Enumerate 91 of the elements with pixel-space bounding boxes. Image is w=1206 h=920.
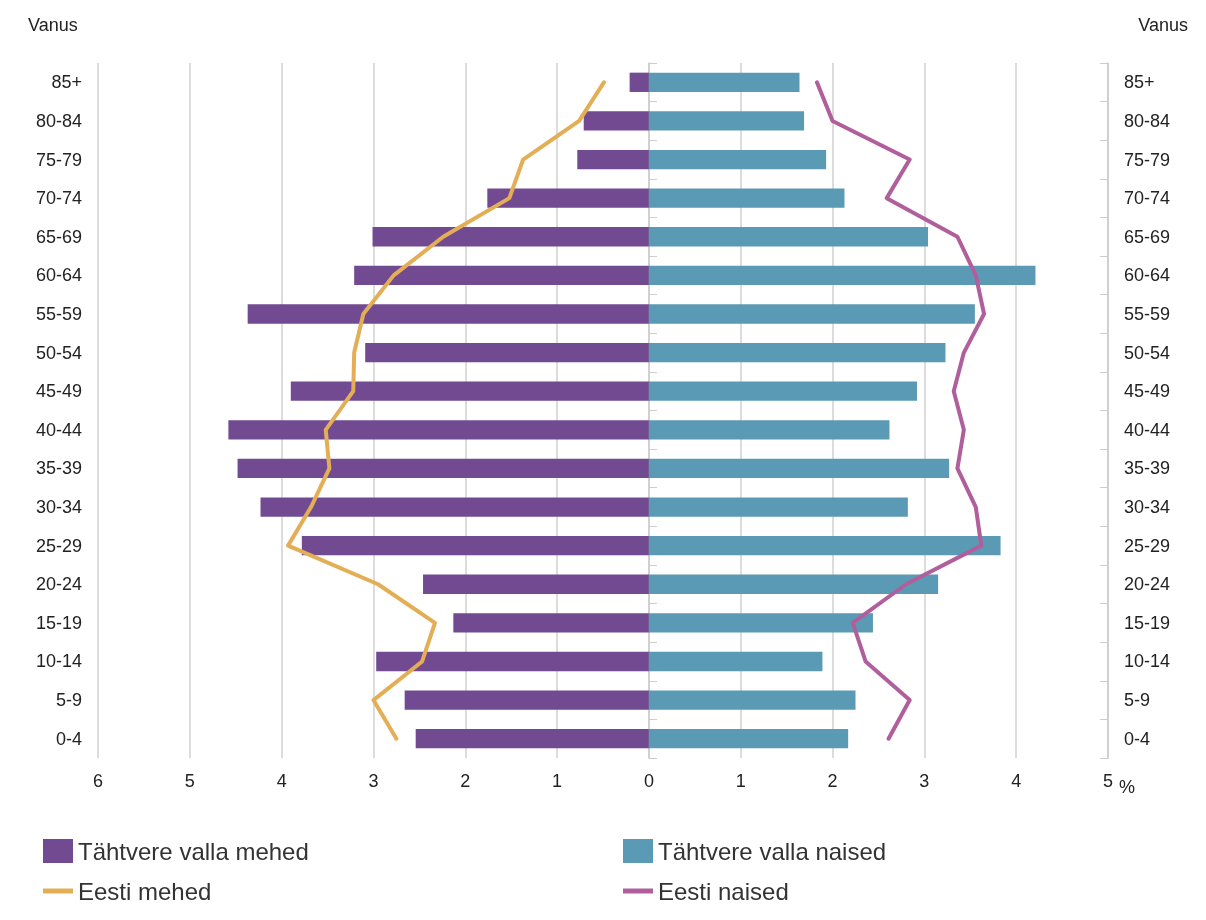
- bar: [415, 729, 649, 749]
- y-tick-label: 25-29: [1124, 535, 1171, 556]
- legend-label: Eesti naised: [658, 877, 789, 905]
- category-label: 30-34: [35, 497, 82, 518]
- bar: [648, 188, 845, 208]
- bar: [648, 420, 890, 440]
- category-label: 40-44: [35, 419, 82, 440]
- y-tick-label: 80-84: [1124, 110, 1171, 131]
- y-tick-label: 0-4: [1124, 728, 1151, 749]
- legend-label: Tähtvere valla naised: [658, 837, 887, 865]
- y-tick-label: 20-24: [1124, 574, 1171, 595]
- x-tick-label: 2: [460, 771, 471, 791]
- bar: [648, 458, 950, 479]
- x-tick-label: 6: [92, 771, 104, 791]
- y-tick-label: 10-14: [1124, 651, 1171, 672]
- category-label: 50-54: [35, 342, 82, 363]
- x-tick-label: 0: [643, 771, 654, 791]
- bar: [648, 342, 946, 363]
- bar: [354, 265, 649, 286]
- bar: [648, 72, 800, 92]
- y-tick-label: 30-34: [1124, 497, 1171, 518]
- x-tick-label: 1: [735, 771, 746, 791]
- category-label: 75-79: [35, 149, 82, 170]
- y-tick-label: 60-64: [1124, 265, 1171, 286]
- bar: [629, 72, 649, 92]
- y-tick-label: 45-49: [1124, 381, 1171, 402]
- y-tick-label: 50-54: [1124, 342, 1171, 363]
- y-tick-label: 15-19: [1124, 612, 1171, 633]
- category-label: 5-9: [55, 690, 82, 711]
- y-axis-title: Vanus: [28, 15, 78, 35]
- bar: [228, 420, 649, 440]
- bar: [372, 227, 649, 247]
- y-tick-label: 70-74: [1124, 188, 1171, 209]
- x-axis-title: %: [1118, 777, 1135, 797]
- y-tick-label: 75-79: [1124, 149, 1171, 170]
- bar: [648, 613, 873, 633]
- bar: [648, 497, 908, 517]
- category-label: 55-59: [35, 303, 82, 324]
- bar: [648, 265, 1036, 286]
- legend-label: Tähtvere valla mehed: [78, 837, 309, 865]
- bar: [260, 497, 649, 517]
- bar: [648, 729, 849, 749]
- bar: [423, 574, 649, 594]
- bar: [577, 149, 649, 170]
- bar: [404, 690, 649, 710]
- y-tick-label: 40-44: [1124, 419, 1171, 440]
- bar: [648, 304, 975, 324]
- category-label: 10-14: [35, 651, 82, 672]
- bar: [247, 304, 649, 324]
- bar: [583, 111, 649, 131]
- x-tick-label: 2: [827, 771, 838, 791]
- category-label: 0-4: [55, 728, 82, 749]
- x-tick-label: 1: [552, 771, 563, 791]
- bar: [237, 458, 649, 479]
- bar: [648, 149, 827, 170]
- bar: [648, 535, 1001, 556]
- y2-axis-title: Vanus: [1138, 15, 1188, 35]
- bar: [290, 381, 649, 401]
- x-tick-label: 3: [368, 771, 379, 791]
- bar: [648, 690, 856, 710]
- bar: [376, 651, 649, 672]
- x-tick-label: 4: [1011, 771, 1022, 791]
- bar: [453, 613, 649, 633]
- y-tick-label: 85+: [1124, 72, 1155, 93]
- y-tick-label: 55-59: [1124, 303, 1171, 324]
- bar: [648, 227, 929, 247]
- category-label: 60-64: [35, 265, 82, 286]
- category-label: 15-19: [35, 612, 82, 633]
- x-tick-label: 3: [919, 771, 930, 791]
- category-label: 45-49: [35, 381, 82, 402]
- y-tick-label: 65-69: [1124, 226, 1171, 247]
- category-label: 20-24: [35, 574, 82, 595]
- legend-label: Eesti mehed: [78, 877, 212, 905]
- x-tick-label: 4: [276, 771, 287, 791]
- x-tick-label: 5: [1102, 771, 1114, 791]
- y-tick-label: 5-9: [1124, 690, 1151, 711]
- bar: [365, 342, 649, 363]
- category-label: 35-39: [35, 458, 82, 479]
- x-tick-label: 5: [184, 771, 195, 791]
- category-label: 25-29: [35, 535, 82, 556]
- bar: [301, 535, 649, 556]
- bar: [648, 381, 918, 401]
- category-label: 85+: [51, 72, 82, 93]
- bar: [648, 651, 823, 672]
- bar: [648, 111, 805, 131]
- bar: [648, 574, 939, 594]
- category-label: 65-69: [35, 226, 82, 247]
- bar: [487, 188, 649, 208]
- category-label: 70-74: [35, 188, 82, 209]
- category-label: 80-84: [35, 110, 82, 131]
- y-tick-label: 35-39: [1124, 458, 1171, 479]
